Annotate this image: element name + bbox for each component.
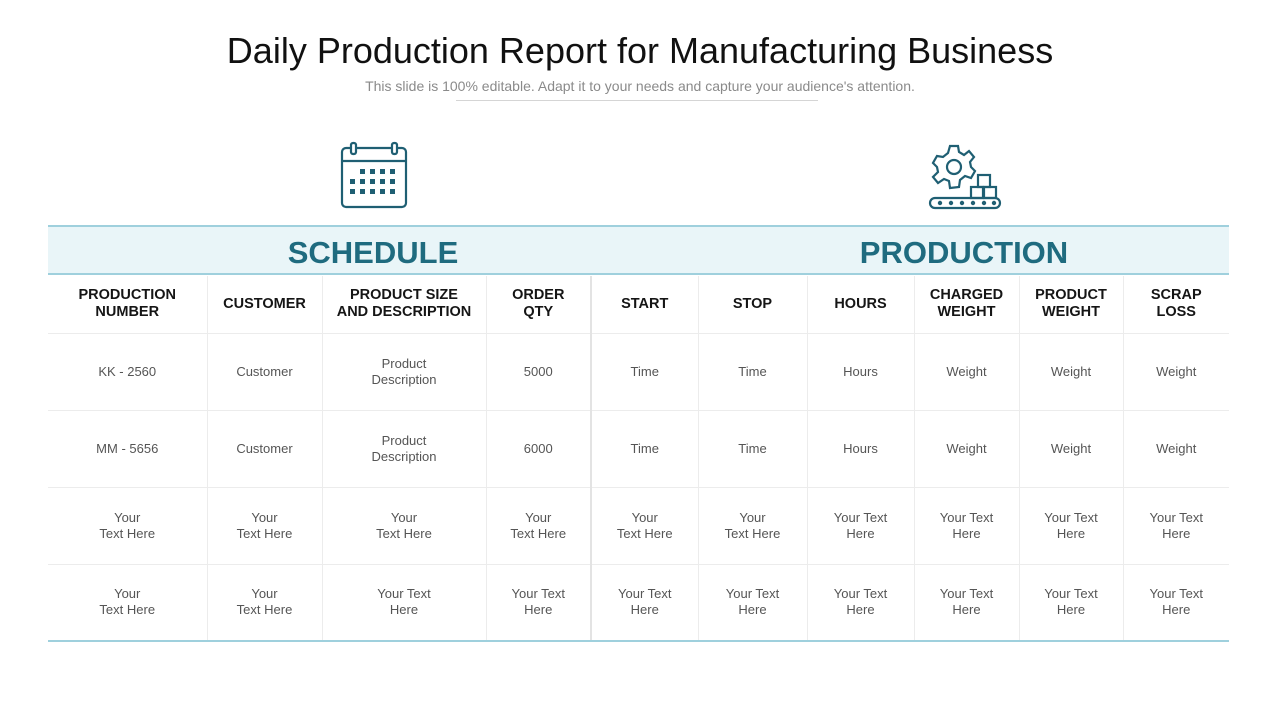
- table-cell: Your Text Here: [698, 564, 808, 642]
- table-cell: Weight: [1019, 333, 1124, 411]
- table-cell: Hours: [807, 410, 915, 488]
- subtitle-divider: [456, 100, 818, 101]
- table-cell: Time: [698, 410, 808, 488]
- section-band: SCHEDULE PRODUCTION: [48, 225, 1229, 275]
- production-report-table: PRODUCTION NUMBER CUSTOMER PRODUCT SIZE …: [48, 276, 1229, 642]
- table-cell: Your Text Here: [1123, 564, 1229, 642]
- table-cell: Weight: [914, 333, 1020, 411]
- table-cell: Time: [698, 333, 808, 411]
- table-header-row: PRODUCTION NUMBER CUSTOMER PRODUCT SIZE …: [48, 276, 1229, 334]
- table-cell: Time: [591, 333, 699, 411]
- table-cell: Your Text Here: [591, 564, 699, 642]
- table-cell: Weight: [1123, 333, 1229, 411]
- table-cell: Weight: [914, 410, 1020, 488]
- table-cell: Your Text Here: [698, 487, 808, 565]
- table-cell: Weight: [1123, 410, 1229, 488]
- table-cell: Weight: [1019, 410, 1124, 488]
- calendar-icon: [338, 141, 410, 211]
- column-header: PRODUCT SIZE AND DESCRIPTION: [322, 276, 487, 334]
- table-cell: KK - 2560: [48, 333, 208, 411]
- table-cell: Your Text Here: [486, 487, 592, 565]
- table-row: Your Text Here Your Text Here Your Text …: [48, 564, 1229, 642]
- table-cell: Customer: [207, 333, 323, 411]
- table-row: KK - 2560 Customer Product Description 5…: [48, 333, 1229, 411]
- table-cell: Your Text Here: [1019, 564, 1124, 642]
- page-subtitle: This slide is 100% editable. Adapt it to…: [365, 78, 915, 94]
- table-cell: Your Text Here: [914, 564, 1020, 642]
- table-cell: 6000: [486, 410, 592, 488]
- table-cell: Time: [591, 410, 699, 488]
- table-cell: Product Description: [322, 410, 487, 488]
- production-heading: PRODUCTION: [859, 235, 1069, 270]
- table-cell: Your Text Here: [807, 564, 915, 642]
- table-cell: Your Text Here: [486, 564, 592, 642]
- table-cell: Your Text Here: [322, 564, 487, 642]
- column-header: STOP: [698, 276, 808, 334]
- table-cell: MM - 5656: [48, 410, 208, 488]
- column-header: START: [591, 276, 699, 334]
- table-cell: Your Text Here: [207, 487, 323, 565]
- column-header: SCRAP LOSS: [1123, 276, 1229, 334]
- table-cell: Your Text Here: [807, 487, 915, 565]
- table-cell: Your Text Here: [322, 487, 487, 565]
- column-header: ORDER QTY: [486, 276, 592, 334]
- column-header: CUSTOMER: [207, 276, 323, 334]
- table-cell: Your Text Here: [48, 564, 208, 642]
- table-cell: Product Description: [322, 333, 487, 411]
- table-cell: Your Text Here: [1019, 487, 1124, 565]
- table-cell: Your Text Here: [207, 564, 323, 642]
- table-cell: Customer: [207, 410, 323, 488]
- table-row: MM - 5656 Customer Product Description 6…: [48, 410, 1229, 488]
- column-header: CHARGED WEIGHT: [914, 276, 1020, 334]
- column-header: HOURS: [807, 276, 915, 334]
- table-cell: Hours: [807, 333, 915, 411]
- table-row: Your Text Here Your Text Here Your Text …: [48, 487, 1229, 565]
- gear-conveyor-icon: [926, 141, 1004, 211]
- table-cell: Your Text Here: [914, 487, 1020, 565]
- table-cell: Your Text Here: [1123, 487, 1229, 565]
- column-header: PRODUCTION NUMBER: [48, 276, 208, 334]
- table-cell: 5000: [486, 333, 592, 411]
- table-cell: Your Text Here: [591, 487, 699, 565]
- column-header: PRODUCT WEIGHT: [1019, 276, 1124, 334]
- table-cell: Your Text Here: [48, 487, 208, 565]
- page-title: Daily Production Report for Manufacturin…: [226, 30, 1054, 71]
- schedule-heading: SCHEDULE: [287, 235, 459, 270]
